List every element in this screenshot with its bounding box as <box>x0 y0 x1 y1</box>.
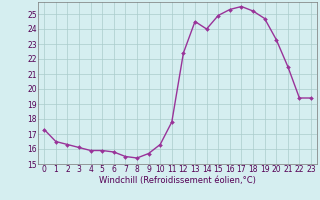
X-axis label: Windchill (Refroidissement éolien,°C): Windchill (Refroidissement éolien,°C) <box>99 176 256 185</box>
